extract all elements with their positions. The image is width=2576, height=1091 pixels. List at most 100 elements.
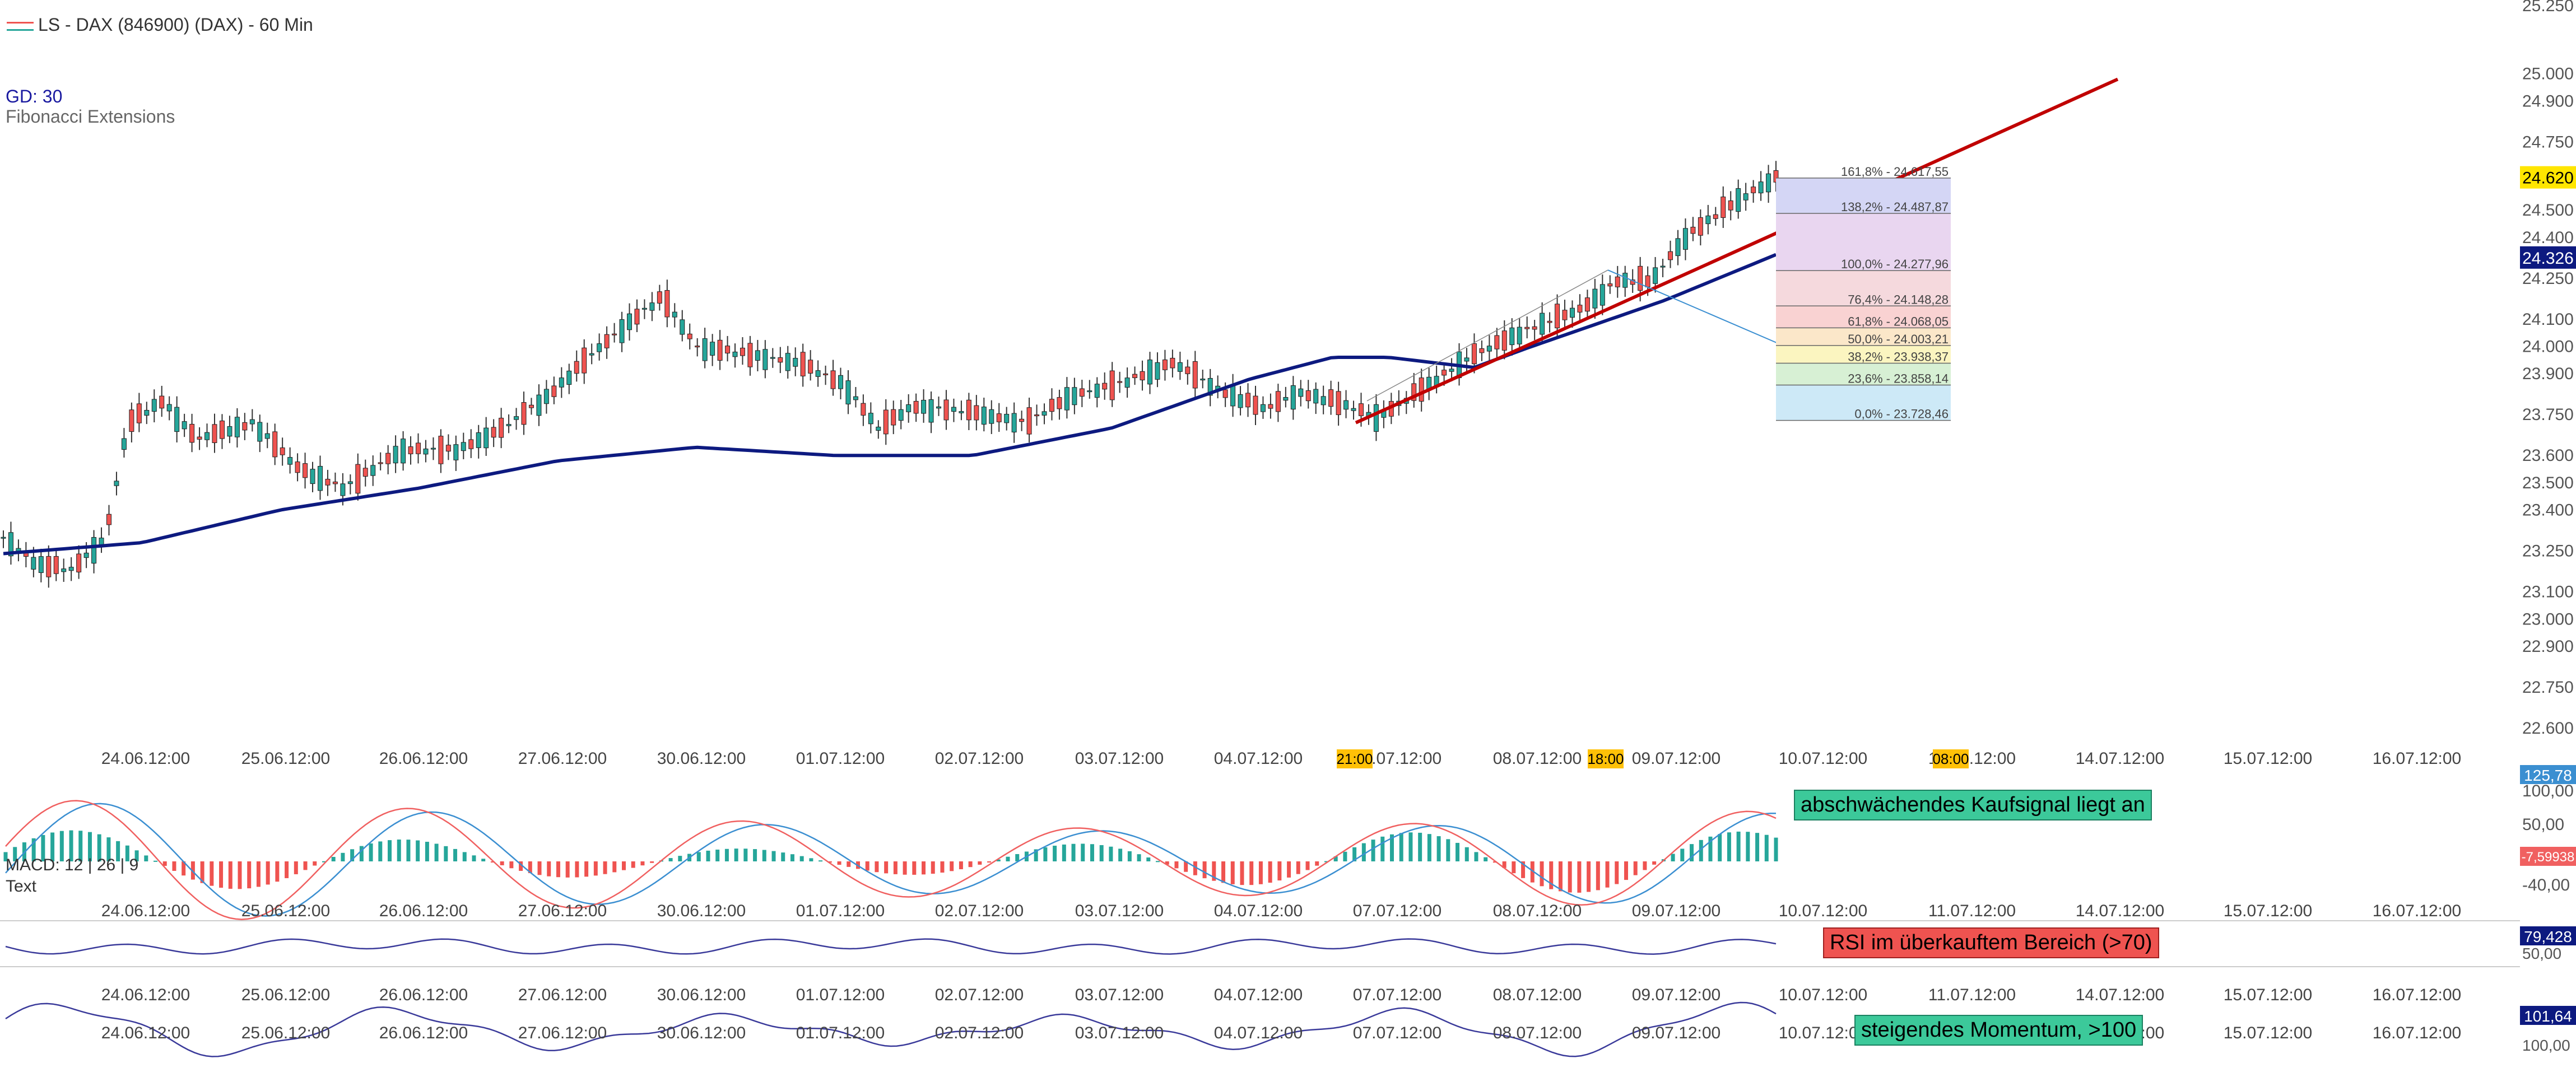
rsi-x-tick-label: 10.07.12:00 xyxy=(1779,986,1867,1004)
candle-body xyxy=(868,413,873,425)
rsi-x-tick-label: 07.07.12:00 xyxy=(1353,986,1442,1004)
macd-histogram-bar xyxy=(1305,861,1310,870)
macd-histogram-bar xyxy=(50,832,55,861)
candle-body xyxy=(347,481,353,484)
macd-histogram-bar xyxy=(1549,861,1554,889)
candle-body xyxy=(830,370,836,389)
price-x-tick-label: 27.06.12:00 xyxy=(518,749,607,768)
macd-histogram-bar xyxy=(1492,861,1497,863)
candle-body xyxy=(551,385,557,397)
macd-tick-label: -40,00 xyxy=(2522,876,2570,894)
momentum-x-tick-label: 10.07.12:00 xyxy=(1779,1024,1867,1042)
candle-body xyxy=(1464,357,1470,362)
macd-histogram-bar xyxy=(416,840,420,861)
macd-histogram-bar xyxy=(959,861,963,870)
candle-body xyxy=(1155,362,1160,380)
macd-histogram-bar xyxy=(266,861,270,885)
macd-x-tick-label: 27.06.12:00 xyxy=(518,902,607,920)
candle-body xyxy=(1607,283,1613,287)
macd-histogram-bar xyxy=(1034,849,1038,861)
macd-histogram-bar xyxy=(210,861,214,886)
candle-body xyxy=(483,427,489,449)
candle-body xyxy=(1230,384,1236,407)
macd-histogram-bar xyxy=(912,861,917,875)
price-panel xyxy=(1,77,2119,588)
macd-histogram-bar xyxy=(1249,861,1254,885)
macd-histogram-bar xyxy=(1746,832,1750,861)
macd-histogram-bar xyxy=(125,845,129,861)
candle-body xyxy=(129,409,134,432)
macd-histogram-bar xyxy=(1474,852,1478,861)
candle-body xyxy=(1192,361,1198,389)
candle-body xyxy=(166,404,172,412)
fibonacci-extension: 161,8% - 24.617,55 138,2% - 24.487,87 100,… xyxy=(1776,165,1951,421)
price-tick-label: 22.900 xyxy=(2522,637,2574,656)
candle-body xyxy=(1268,404,1273,409)
macd-histogram-bar xyxy=(97,834,101,861)
macd-histogram-bar xyxy=(1352,847,1357,861)
macd-histogram-bar xyxy=(144,855,148,861)
price-tick-label: 23.100 xyxy=(2522,583,2574,602)
time-marker-badge xyxy=(1588,749,1624,768)
candle-body xyxy=(91,537,97,564)
macd-histogram-bar xyxy=(434,843,439,861)
candle-body xyxy=(1305,390,1311,402)
macd-histogram-bar xyxy=(837,861,841,865)
candle-body xyxy=(1675,238,1681,257)
candle-body xyxy=(1170,357,1175,369)
candle-body xyxy=(1373,404,1379,432)
macd-histogram-bar xyxy=(200,861,204,883)
candle-body xyxy=(891,409,896,426)
macd-x-tick-label: 03.07.12:00 xyxy=(1075,902,1164,920)
candle-body xyxy=(499,417,504,438)
fib-zone xyxy=(1776,178,1951,213)
candle-body xyxy=(1177,362,1183,372)
candle-body xyxy=(1751,187,1756,193)
fib-zone xyxy=(1776,345,1951,363)
candle-body xyxy=(823,373,829,375)
macd-histogram-bar xyxy=(1690,844,1694,861)
macd-histogram-bar xyxy=(893,861,898,874)
candle-body xyxy=(1766,173,1771,193)
macd-histogram-bar xyxy=(247,861,252,889)
candle-body xyxy=(589,353,594,356)
macd-histogram-bar xyxy=(31,838,36,861)
candle-body xyxy=(1501,330,1507,351)
candle-body xyxy=(1102,383,1108,390)
candle-body xyxy=(1713,214,1718,219)
candle-body xyxy=(1140,371,1145,381)
momentum-value-label: 101,64 xyxy=(2524,1008,2572,1025)
macd-histogram-bar xyxy=(1521,861,1526,878)
macd-histogram-bar xyxy=(78,831,83,861)
macd-histogram-bar xyxy=(996,859,1001,861)
candle-body xyxy=(528,404,534,408)
macd-histogram-bar xyxy=(753,849,757,861)
candle-body xyxy=(38,556,44,573)
fib-level-label: 38,2% - 23.938,37 xyxy=(1848,349,1949,363)
candle-body xyxy=(1758,181,1764,194)
candle-body xyxy=(31,557,36,570)
price-tick-label: 24.900 xyxy=(2522,92,2574,110)
macd-line xyxy=(5,803,1777,917)
candle-body xyxy=(981,407,987,425)
price-tick-label: 24.400 xyxy=(2522,229,2574,247)
candle-body xyxy=(657,291,662,304)
candle-body xyxy=(1298,388,1304,397)
candle-body xyxy=(136,403,142,423)
rsi-x-tick-label: 03.07.12:00 xyxy=(1075,986,1164,1004)
macd-histogram-bar xyxy=(1268,861,1272,883)
rsi-value-label: 79,428 xyxy=(2524,928,2572,945)
macd-histogram-bar xyxy=(1446,839,1450,861)
momentum-line xyxy=(5,1001,1777,1057)
price-tick-label: 22.750 xyxy=(2522,678,2574,697)
candle-body xyxy=(800,352,806,376)
macd-histogram-bar xyxy=(734,848,738,861)
macd-histogram-bar xyxy=(1343,851,1347,861)
macd-histogram-bar xyxy=(1708,836,1713,861)
candle-body xyxy=(808,360,813,374)
macd-x-tick-label: 09.07.12:00 xyxy=(1632,902,1721,920)
candle-body xyxy=(959,411,964,413)
macd-histogram-bar xyxy=(650,861,654,863)
candle-body xyxy=(514,416,519,420)
